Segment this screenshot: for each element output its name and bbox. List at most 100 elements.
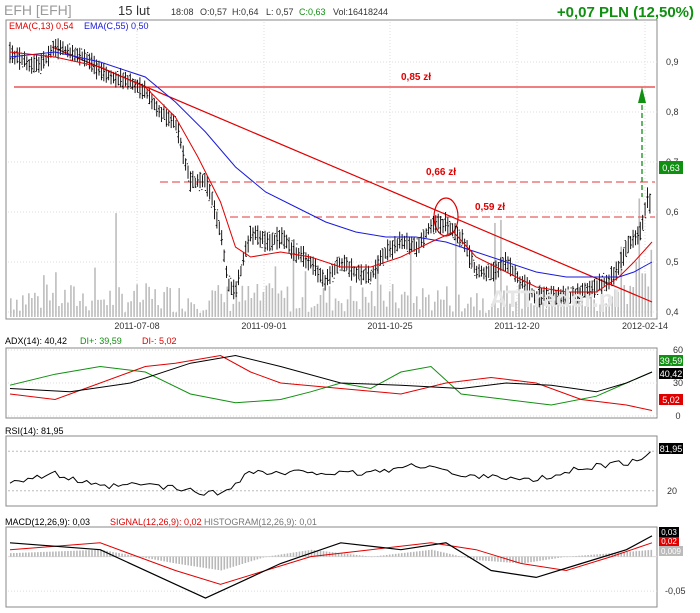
histogram-bar [184, 556, 187, 565]
volume-bar [605, 303, 607, 317]
volume-bar [358, 309, 361, 317]
macd-line [9, 535, 653, 599]
volume-bar [397, 308, 400, 317]
volume-bar [650, 249, 653, 317]
volume-bar [190, 302, 193, 317]
histogram-bar [313, 550, 316, 557]
histogram-bar [151, 556, 153, 560]
volume-bar [226, 286, 229, 317]
adx-grid [8, 349, 657, 417]
volume-bar [259, 300, 262, 317]
histogram-bar [581, 555, 583, 557]
histogram-bar [433, 550, 436, 557]
volume-bar [247, 286, 250, 317]
histogram-bar [49, 551, 51, 557]
price-y-tick-label: 0,5 [666, 257, 679, 267]
volume-bar [521, 308, 523, 317]
volume-bar [626, 303, 629, 317]
volume-bar [629, 285, 632, 317]
volume-bar [379, 284, 382, 317]
histogram-bar [415, 551, 418, 557]
volume-bar [205, 309, 208, 317]
volume-bar [163, 292, 165, 317]
histogram-bar [430, 549, 433, 557]
histogram-bar [412, 551, 415, 557]
volume-bar [512, 311, 514, 317]
watermark: ATTrader.pl [490, 286, 620, 313]
histogram-bar [446, 553, 448, 557]
volume-bar [458, 294, 460, 317]
macd-badge-text: 0,03 [661, 528, 677, 537]
volume-bar [118, 287, 120, 317]
volume-bar [394, 302, 397, 317]
price-x-tick-label: 2011-12-20 [494, 321, 539, 331]
adx-badge [659, 368, 683, 379]
volume-bar [527, 305, 529, 317]
histogram-bar [169, 556, 171, 563]
volume-bar [343, 311, 346, 317]
histogram-bar [361, 555, 364, 557]
histogram-bar [406, 552, 409, 557]
volume-bar [316, 303, 319, 317]
histogram-bar [271, 555, 274, 557]
histogram-bar [178, 556, 180, 565]
volume-bar [238, 301, 241, 317]
histogram-bar [52, 551, 54, 557]
histogram-bar [560, 556, 562, 558]
volume-bar [319, 295, 322, 317]
adx-y-tick-label: 30 [673, 378, 683, 388]
histogram-bar [512, 556, 514, 563]
histogram-bar [118, 553, 120, 557]
volume-bar [352, 300, 355, 317]
histogram-bar [34, 552, 36, 557]
price-y-ticks: 0,90,80,70,60,50,4 [666, 57, 679, 317]
change-label: +0,07 PLN (12,50%) [557, 4, 694, 21]
volume-bar [373, 306, 376, 317]
histogram-bar [476, 556, 478, 561]
histogram-bar [488, 556, 490, 562]
rsi-grid [8, 450, 657, 492]
volume-bar [542, 302, 544, 317]
time-label: 18:08 [171, 7, 194, 17]
volume-bar [271, 288, 274, 317]
volume-bar [280, 290, 283, 317]
volume-bar [337, 300, 340, 317]
histogram-bar [16, 552, 18, 557]
histogram-bar [533, 556, 535, 562]
histogram-bar [190, 556, 193, 566]
volume-bar [340, 303, 343, 317]
volume-bar [644, 273, 647, 317]
volume-bar [620, 246, 623, 317]
histogram-bar [539, 556, 541, 561]
histogram-bar [223, 556, 226, 570]
volume-bar [464, 308, 466, 317]
histogram-bar [575, 555, 577, 557]
volume-bar [298, 307, 301, 317]
volume-bar [509, 303, 511, 317]
histogram-bar [542, 556, 544, 561]
histogram-bar [199, 556, 202, 568]
volume-bar [557, 288, 559, 317]
di-minus-badge [659, 394, 683, 405]
signal-badge-text: 0,02 [661, 537, 677, 546]
volume-bar [97, 299, 99, 317]
volume-bar [470, 297, 472, 317]
histogram-bar [440, 551, 442, 557]
histogram-bar [527, 556, 529, 563]
histogram-bar [187, 556, 190, 566]
volume-bar [250, 298, 253, 317]
volume-bar [503, 290, 505, 317]
volume-bar [175, 312, 177, 317]
volume-bar [638, 198, 641, 317]
volume-bar [548, 303, 550, 317]
histogram-bar [292, 552, 295, 557]
histogram-bar [85, 550, 87, 557]
volume-bar [572, 305, 574, 317]
histogram-bar [274, 555, 277, 557]
histogram-bar [370, 556, 373, 558]
volume-bar [151, 298, 153, 317]
histogram-bar [452, 554, 454, 557]
histogram-bar [605, 553, 607, 557]
histogram-bar [304, 550, 307, 557]
